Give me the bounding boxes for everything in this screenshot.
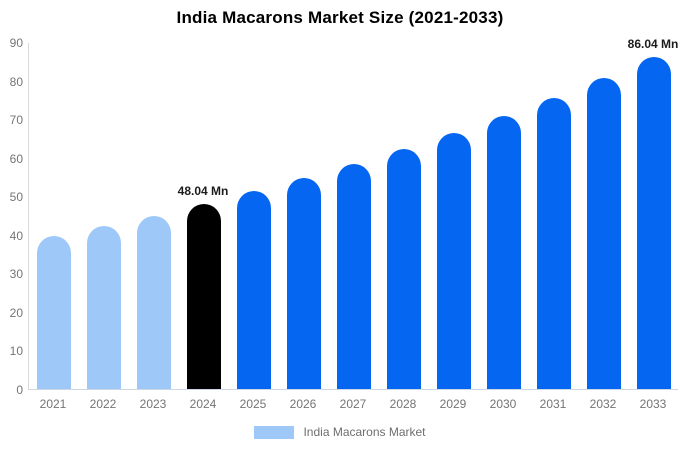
bar-2024[interactable] <box>187 203 221 389</box>
x-axis-tick-label: 2022 <box>89 397 117 411</box>
legend-label: India Macarons Market <box>303 425 426 439</box>
x-axis-tick-label: 2030 <box>489 397 517 411</box>
bar-2027[interactable] <box>337 164 371 389</box>
y-axis-tick-label: 20 <box>9 305 23 320</box>
y-axis-tick-label: 0 <box>16 383 23 397</box>
x-axis-tick-label: 2033 <box>639 397 667 411</box>
x-axis-tick-label: 2026 <box>289 397 317 411</box>
y-axis-tick-label: 50 <box>9 190 23 205</box>
bar-2029[interactable] <box>437 133 471 389</box>
y-axis-tick-label: 70 <box>9 113 23 128</box>
plot-area <box>28 43 678 390</box>
bar-2030[interactable] <box>487 116 521 389</box>
x-axis-tick-label: 2029 <box>439 397 467 411</box>
x-axis-tick-label: 2023 <box>139 397 167 411</box>
x-axis-tick-label: 2024 <box>189 397 217 411</box>
legend[interactable]: India Macarons Market <box>0 425 680 439</box>
bar-2033[interactable] <box>637 57 671 389</box>
bar-2026[interactable] <box>287 178 321 389</box>
x-axis-tick-label: 2021 <box>39 397 67 411</box>
bar-2032[interactable] <box>587 78 621 389</box>
y-axis-tick-label: 80 <box>9 74 23 89</box>
y-axis-tick-label: 40 <box>9 228 23 243</box>
x-axis-tick-label: 2027 <box>339 397 367 411</box>
bar-value-label-2033: 86.04 Mn <box>627 37 679 52</box>
bar-2022[interactable] <box>87 226 121 389</box>
bar-2031[interactable] <box>537 97 571 389</box>
chart-title: India Macarons Market Size (2021-2033) <box>176 8 504 27</box>
bar-2028[interactable] <box>387 149 421 389</box>
bar-2025[interactable] <box>237 191 271 389</box>
y-axis-tick-label: 10 <box>9 344 23 359</box>
bar-2021[interactable] <box>37 236 71 389</box>
y-axis-tick-label: 60 <box>9 151 23 166</box>
x-axis-tick-label: 2032 <box>589 397 617 411</box>
y-axis-tick-label: 90 <box>9 36 23 50</box>
x-axis-tick-label: 2028 <box>389 397 417 411</box>
bar-value-label-2024: 48.04 Mn <box>177 183 229 198</box>
x-axis-tick-label: 2025 <box>239 397 267 411</box>
y-axis-tick-label: 30 <box>9 267 23 282</box>
legend-swatch <box>254 425 295 439</box>
x-axis-tick-label: 2031 <box>539 397 567 411</box>
bar-2023[interactable] <box>137 215 171 389</box>
